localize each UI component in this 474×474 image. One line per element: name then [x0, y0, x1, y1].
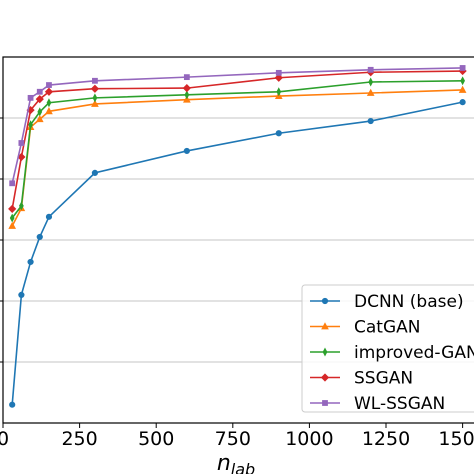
point: [27, 94, 34, 101]
point: [46, 82, 52, 88]
point: [8, 221, 17, 229]
legend-label: improved-GAN: [354, 343, 474, 363]
point: [8, 204, 17, 213]
legend-label: WL-SSGAN: [354, 394, 445, 414]
point: [366, 88, 375, 96]
x-label-base: n: [217, 451, 231, 474]
legend-marker: [321, 297, 329, 305]
point: [460, 76, 465, 86]
point: [184, 90, 190, 100]
point: [458, 85, 467, 93]
point: [367, 117, 374, 125]
point: [368, 77, 374, 87]
point: [274, 73, 283, 82]
point: [91, 169, 99, 176]
legend-label: DCNN (base): [354, 292, 464, 312]
x-tick-label: 1000: [285, 428, 333, 450]
series-line: [11, 89, 463, 227]
x-tick-label: 750: [215, 428, 251, 450]
point: [45, 213, 53, 220]
point: [182, 84, 191, 93]
point: [91, 99, 99, 107]
point: [183, 147, 190, 155]
x-axis-label: nlab: [217, 451, 255, 474]
point: [45, 107, 53, 115]
legend-marker: [322, 347, 328, 357]
point: [90, 84, 100, 93]
point: [18, 291, 25, 298]
point: [18, 140, 25, 146]
point: [92, 77, 98, 84]
x-tick-label: 500: [138, 428, 174, 450]
point: [183, 95, 191, 103]
point: [9, 401, 16, 408]
point: [46, 98, 52, 108]
point: [28, 120, 33, 130]
point: [92, 93, 98, 103]
point: [27, 258, 34, 266]
x-tick-label: 1250: [362, 428, 410, 450]
series-line: [11, 67, 463, 184]
legend-label: SSGAN: [354, 369, 413, 389]
point: [9, 180, 16, 187]
point: [36, 88, 43, 95]
point: [36, 233, 43, 241]
point: [19, 201, 24, 211]
series-line: [11, 70, 463, 210]
point: [183, 74, 190, 81]
plot-frame: [2, 56, 474, 424]
point: [35, 114, 44, 123]
x-label-sub: lab: [231, 460, 255, 474]
x-tick-label: 1500: [438, 428, 474, 450]
point: [35, 94, 44, 104]
point: [276, 87, 282, 97]
point: [44, 87, 54, 96]
series-line: [11, 79, 463, 219]
legend-label: CatGAN: [354, 318, 420, 338]
series-line: [11, 101, 463, 405]
point: [275, 130, 282, 137]
point: [9, 213, 15, 223]
point: [459, 99, 466, 106]
point: [459, 65, 466, 71]
point: [367, 66, 374, 73]
legend-marker: [321, 322, 329, 330]
legend-box: [301, 284, 474, 413]
x-tick-label: 250: [61, 428, 97, 450]
point: [37, 107, 43, 117]
point: [275, 69, 282, 76]
legend-marker: [320, 373, 330, 382]
legend-marker: [322, 400, 328, 406]
x-tick-label: 0: [0, 428, 9, 450]
